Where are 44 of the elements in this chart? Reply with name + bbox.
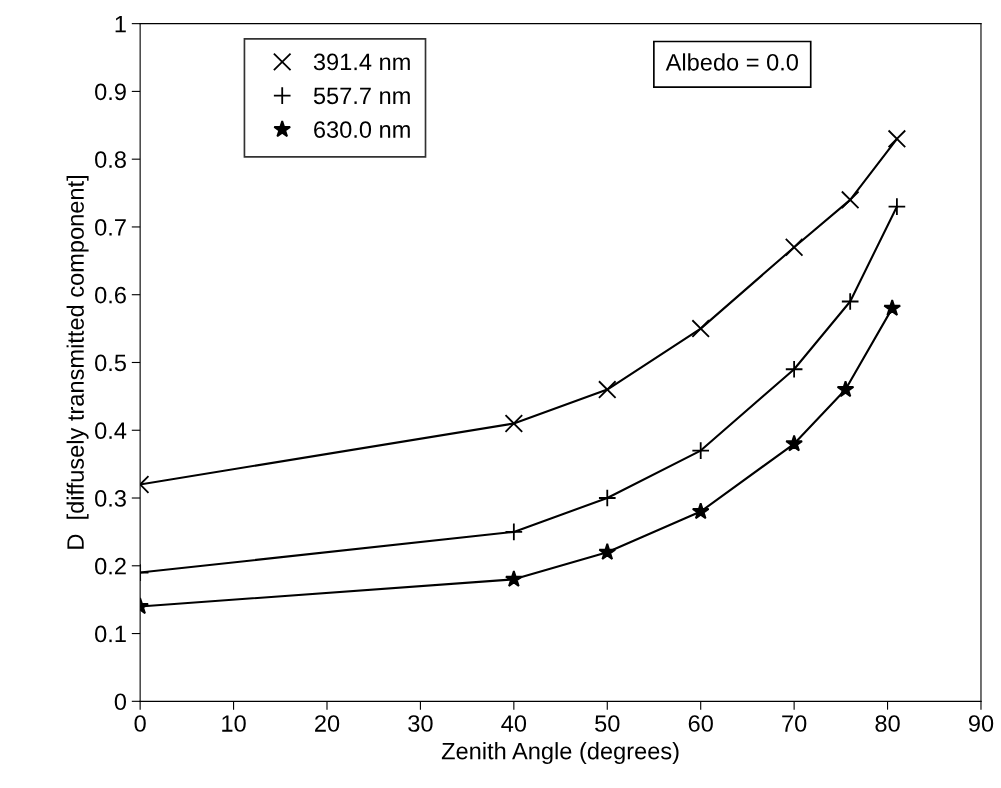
- point: [883, 299, 902, 316]
- point: [598, 380, 617, 399]
- point: [784, 360, 804, 379]
- y-tick-label: 0.5: [95, 354, 126, 372]
- point: [887, 197, 907, 216]
- x-tick-label: 90: [968, 715, 994, 732]
- point: [504, 414, 524, 433]
- y-tick-label: 0.2: [95, 557, 126, 575]
- x-tick-label: 70: [782, 715, 807, 732]
- x-axis-title: Zenith Angle (degrees): [441, 742, 679, 765]
- point: [598, 488, 617, 508]
- y-tick-label: 0.4: [95, 422, 127, 440]
- x-tick-label: 20: [315, 715, 340, 732]
- point: [505, 570, 523, 587]
- point: [691, 502, 710, 520]
- legend-label: 557.7 nm: [313, 87, 410, 105]
- x-tick-label: 40: [501, 715, 527, 732]
- y-tick-label: 1: [115, 15, 126, 33]
- point: [840, 190, 860, 210]
- point: [887, 129, 907, 149]
- x-tick-label: 10: [222, 715, 246, 732]
- point: [598, 542, 617, 560]
- point: [784, 238, 804, 257]
- y-tick-label: 0.7: [95, 219, 126, 236]
- x-tick-label: 30: [408, 715, 433, 732]
- x-tick-label: 80: [875, 715, 900, 732]
- point: [840, 292, 860, 311]
- y-axis-title: D [diffusely transmitted component]: [66, 176, 89, 549]
- y-tick-label: 0.9: [95, 83, 126, 101]
- y-tick-label: 0.8: [95, 151, 126, 168]
- y-tick-label: 0.1: [95, 625, 126, 643]
- point: [785, 434, 803, 452]
- x-tick-label: 60: [688, 715, 713, 732]
- point: [836, 380, 855, 398]
- x-tick-label: 50: [595, 715, 620, 732]
- y-tick-label: 0.6: [95, 286, 126, 304]
- point: [691, 441, 710, 460]
- x-tick-label: 0: [134, 715, 146, 732]
- y-tick-label: 0.3: [95, 490, 126, 507]
- legend-label: 391.4 nm: [313, 53, 410, 71]
- y-tick-label: 0: [114, 693, 127, 711]
- annotation: Albedo = 0.0: [665, 53, 798, 71]
- point: [691, 319, 710, 338]
- legend-label: 630.0 nm: [314, 121, 410, 138]
